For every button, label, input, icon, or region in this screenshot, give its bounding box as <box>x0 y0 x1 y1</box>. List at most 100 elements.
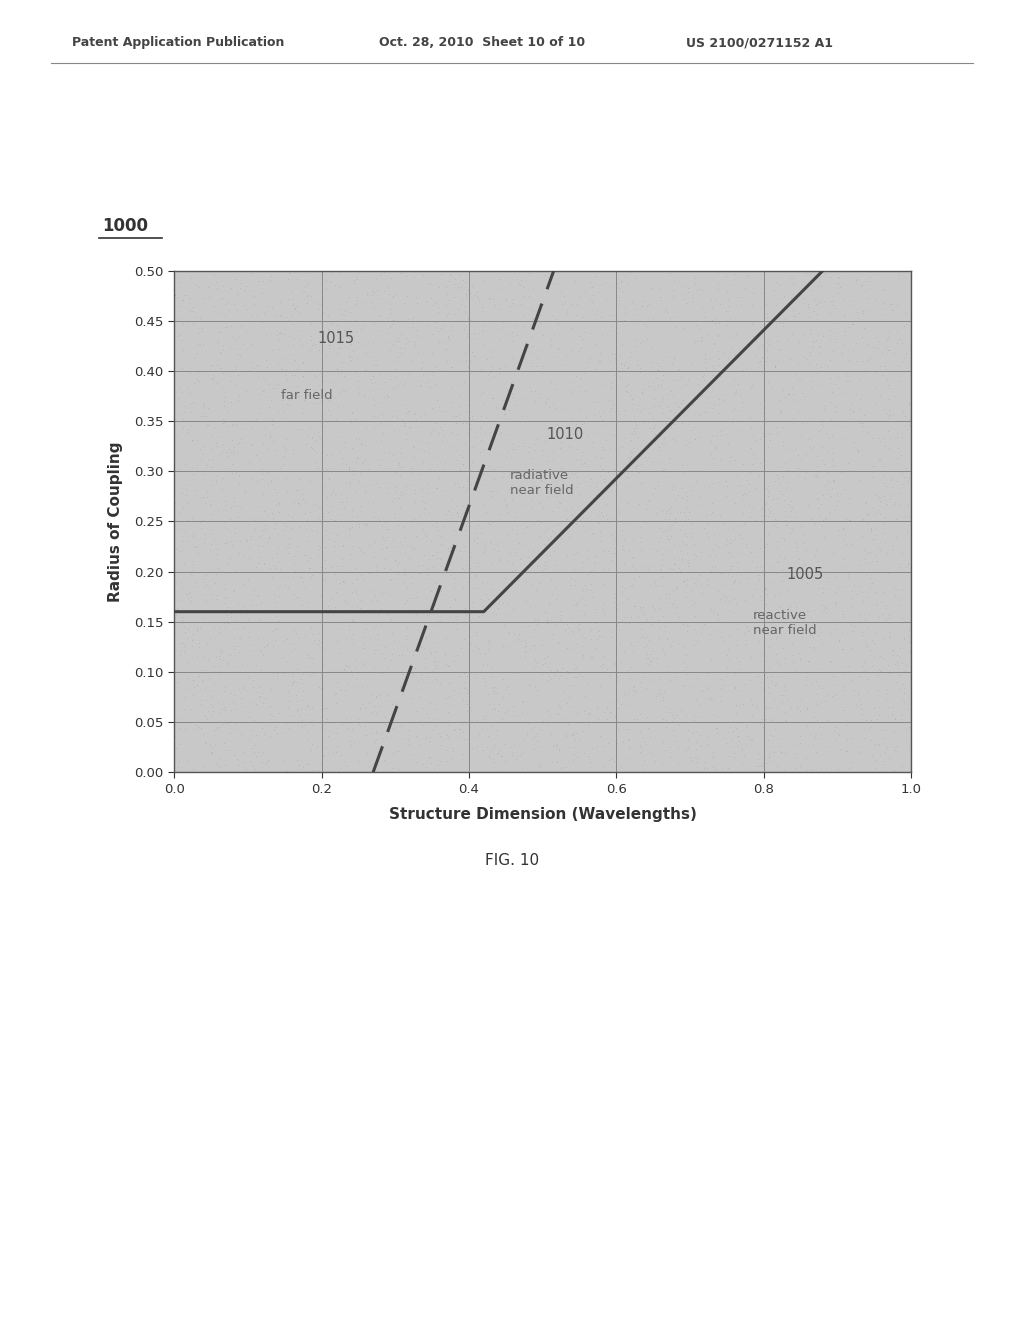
Point <box>601 750 617 771</box>
Point <box>749 557 765 578</box>
Point <box>607 359 624 380</box>
Point <box>563 437 580 458</box>
Point <box>248 594 264 615</box>
Point <box>778 667 795 688</box>
Point <box>674 337 690 358</box>
Point <box>877 399 893 420</box>
Point <box>648 685 665 706</box>
Point <box>482 532 499 553</box>
Point <box>589 598 605 619</box>
Point <box>814 416 830 437</box>
Point <box>468 474 484 495</box>
Point <box>415 490 431 511</box>
Point <box>674 376 690 397</box>
Point <box>547 664 563 685</box>
Point <box>327 564 343 585</box>
Point <box>593 306 609 327</box>
Point <box>387 358 403 379</box>
Point <box>171 590 187 611</box>
Point <box>468 578 484 599</box>
Point <box>570 599 587 620</box>
Point <box>234 677 251 698</box>
Point <box>293 698 309 719</box>
Point <box>660 508 677 529</box>
Point <box>182 586 199 607</box>
Point <box>534 470 550 491</box>
Point <box>577 574 593 595</box>
Point <box>379 385 395 407</box>
Point <box>484 578 501 599</box>
Point <box>433 264 450 285</box>
Point <box>290 698 306 719</box>
Point <box>456 502 472 523</box>
Point <box>509 268 525 289</box>
Point <box>333 578 349 599</box>
Point <box>186 537 203 558</box>
Point <box>268 665 285 686</box>
Point <box>679 620 695 642</box>
Point <box>673 367 689 388</box>
Point <box>800 348 816 370</box>
Point <box>288 672 304 693</box>
Point <box>724 529 740 550</box>
Point <box>376 442 392 463</box>
Point <box>190 277 207 298</box>
Point <box>208 589 224 610</box>
Point <box>632 358 648 379</box>
Point <box>806 436 822 457</box>
Point <box>903 694 920 715</box>
Point <box>236 676 252 697</box>
Point <box>224 535 241 556</box>
Point <box>841 350 857 371</box>
Point <box>762 500 778 521</box>
Point <box>654 554 671 576</box>
Point <box>222 682 239 704</box>
Point <box>592 466 608 487</box>
Point <box>303 520 319 541</box>
Point <box>248 408 264 429</box>
Point <box>826 455 843 477</box>
Point <box>755 717 771 738</box>
Point <box>505 742 521 763</box>
Point <box>419 704 435 725</box>
Point <box>370 319 386 341</box>
Point <box>244 595 260 616</box>
Point <box>529 556 546 577</box>
Point <box>429 478 445 499</box>
Point <box>722 327 738 348</box>
Point <box>685 286 701 308</box>
Point <box>364 297 380 318</box>
Point <box>341 346 357 367</box>
Point <box>646 310 663 331</box>
Point <box>578 642 594 663</box>
Point <box>334 351 350 372</box>
Point <box>865 504 882 525</box>
Point <box>328 742 344 763</box>
Point <box>529 680 546 701</box>
Point <box>802 341 818 362</box>
Point <box>502 737 518 758</box>
Point <box>887 492 903 513</box>
Point <box>407 331 423 352</box>
Point <box>473 523 489 544</box>
Point <box>848 384 864 405</box>
Point <box>209 718 225 739</box>
Point <box>639 635 655 656</box>
Point <box>814 515 830 536</box>
Point <box>419 558 435 579</box>
Point <box>253 659 269 680</box>
Point <box>901 631 918 652</box>
Point <box>677 284 693 305</box>
Point <box>534 305 550 326</box>
Point <box>535 325 551 346</box>
Point <box>276 673 293 694</box>
Point <box>762 556 778 577</box>
Point <box>506 733 522 754</box>
Point <box>609 667 626 688</box>
Point <box>462 282 478 304</box>
Point <box>697 351 714 372</box>
Point <box>807 512 823 533</box>
Point <box>327 275 343 296</box>
Point <box>455 453 471 474</box>
Point <box>820 640 837 661</box>
